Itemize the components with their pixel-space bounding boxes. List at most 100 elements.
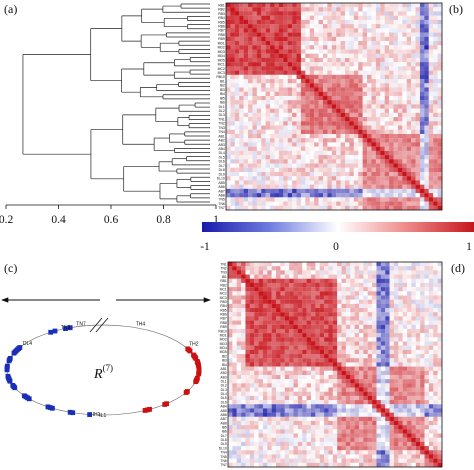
matrix-cell (289, 370, 294, 376)
matrix-cell (415, 433, 421, 438)
matrix-cell (284, 358, 290, 363)
matrix-cell (428, 11, 434, 16)
matrix-cell (424, 324, 429, 330)
matrix-cell (248, 125, 253, 130)
matrix-cell (284, 270, 290, 275)
matrix-cell (372, 362, 377, 367)
matrix-cell (302, 374, 307, 380)
matrix-cell (419, 95, 425, 101)
matrix-cell (289, 404, 294, 409)
matrix-cell (372, 337, 377, 342)
matrix-cell (265, 176, 271, 181)
matrix-cell (265, 155, 271, 160)
matrix-cell (315, 282, 320, 288)
matrix-cell (327, 146, 332, 151)
matrix-cell (367, 354, 373, 359)
matrix-cell (284, 370, 290, 376)
matrix-cell (300, 19, 306, 25)
matrix-cell (271, 282, 277, 288)
matrix-cell (411, 188, 416, 194)
matrix-cell (262, 270, 268, 275)
matrix-cell (315, 324, 320, 330)
matrix-cell (393, 262, 399, 267)
matrix-cell (278, 133, 284, 139)
matrix-cell (278, 79, 284, 84)
matrix-cell (283, 95, 288, 101)
matrix-cell (327, 205, 332, 211)
matrix-cell (359, 354, 364, 359)
matrix-cell (415, 262, 421, 267)
matrix-cell (271, 324, 277, 330)
matrix-cell (353, 3, 359, 8)
matrix-cell (406, 121, 412, 126)
matrix-cell (289, 379, 294, 384)
matrix-cell (397, 7, 403, 12)
matrix-cell (328, 308, 333, 313)
matrix-row-label: AB2 (218, 139, 225, 143)
matrix-cell (332, 420, 338, 426)
axis-tick-label: 1 (213, 214, 219, 226)
matrix-cell (331, 91, 337, 97)
matrix-cell (389, 374, 395, 380)
matrix-cell (411, 387, 416, 392)
matrix-cell (433, 66, 438, 71)
matrix-cell (252, 125, 257, 130)
matrix-cell (254, 446, 259, 451)
matrix-cell (314, 104, 319, 109)
matrix-cell (261, 193, 266, 198)
matrix-cell (345, 450, 351, 455)
matrix-cell (289, 433, 294, 438)
matrix-cell (402, 429, 408, 434)
matrix-cell (367, 341, 373, 346)
matrix-cell (283, 180, 288, 185)
matrix-cell (328, 312, 333, 317)
matrix-cell (336, 62, 341, 67)
matrix-cell (236, 337, 242, 342)
matrix-cell (385, 287, 390, 292)
matrix-cell (398, 287, 403, 292)
matrix-cell (283, 41, 288, 46)
matrix-cell (302, 278, 307, 284)
matrix-row-label: RB2 (218, 8, 225, 12)
matrix-cell (428, 62, 434, 67)
matrix-cell (393, 412, 399, 417)
matrix-cell (411, 83, 416, 88)
matrix-cell (241, 391, 246, 396)
matrix-cell (300, 167, 306, 173)
matrix-cell (309, 53, 315, 59)
matrix-cell (437, 308, 443, 313)
matrix-cell (248, 19, 253, 25)
matrix-cell (341, 345, 347, 350)
matrix-cell (302, 312, 307, 317)
matrix-cell (280, 379, 285, 384)
matrix-cell (236, 425, 242, 430)
matrix-cell (376, 374, 381, 380)
matrix-cell (332, 429, 338, 434)
matrix-cell (278, 159, 284, 164)
matrix-cell (283, 57, 288, 63)
matrix-cell (310, 312, 316, 317)
matrix-cell (310, 400, 316, 405)
matrix-cell (406, 3, 412, 8)
matrix-cell (232, 316, 237, 321)
matrix-cell (349, 66, 354, 71)
matrix-cell (261, 205, 266, 211)
matrix-cell (314, 87, 319, 92)
matrix-cell (385, 446, 390, 451)
matrix-cell (305, 184, 310, 189)
matrix-cell (248, 112, 253, 118)
matrix-cell (419, 142, 425, 147)
matrix-cell (310, 383, 316, 388)
matrix-cell (367, 270, 373, 275)
matrix-cell (354, 266, 360, 271)
matrix-cell (358, 121, 363, 126)
matrix-cell (306, 337, 312, 342)
matrix-cell (389, 358, 395, 363)
matrix-cell (345, 57, 350, 63)
matrix-cell (280, 408, 285, 413)
matrix-cell (428, 180, 434, 185)
matrix-cell (393, 354, 399, 359)
matrix-cell (306, 341, 312, 346)
matrix-cell (372, 404, 377, 409)
matrix-cell (336, 41, 341, 46)
